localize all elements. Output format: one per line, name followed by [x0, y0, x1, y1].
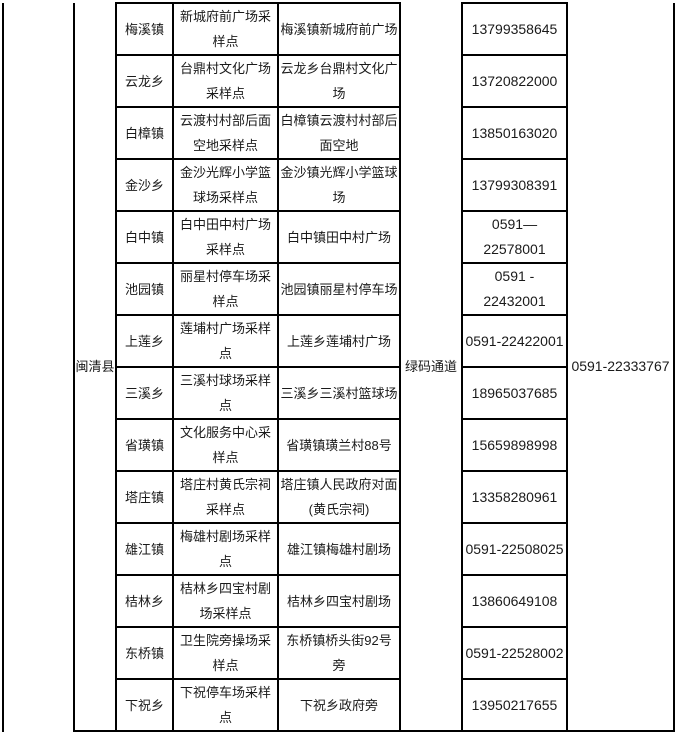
- address-cell: 池园镇丽星村停车场: [277, 262, 401, 316]
- table-row: 雄江镇 梅雄村剧场采样 点 雄江镇梅雄村剧场 0591-22508025: [3, 522, 674, 576]
- township-cell: 梅溪镇: [115, 2, 174, 56]
- site-cell: 丽星村停车场采 样点: [172, 262, 279, 316]
- table-row: 云龙乡 台鼎村文化广场 采样点 云龙乡台鼎村文化广 场 13720822000: [3, 54, 674, 108]
- phone-cell: 0591-22508025: [461, 522, 568, 576]
- site-cell: 文化服务中心采 样点: [172, 418, 279, 472]
- address-cell: 云龙乡台鼎村文化广 场: [277, 54, 401, 108]
- site-cell: 卫生院旁操场采 样点: [172, 626, 279, 680]
- address-cell: 白樟镇云渡村村部后 面空地: [277, 106, 401, 160]
- township-cell: 东桥镇: [115, 626, 174, 680]
- phone-cell: 13860649108: [461, 574, 568, 628]
- phone-cell: 13950217655: [461, 678, 568, 732]
- township-cell: 下祝乡: [115, 678, 174, 732]
- township-cell: 塔庄镇: [115, 470, 174, 524]
- site-cell: 桔林乡四宝村剧 场采样点: [172, 574, 279, 628]
- phone-cell: 0591-22528002: [461, 626, 568, 680]
- site-cell: 塔庄村黄氏宗祠 采样点: [172, 470, 279, 524]
- county-cell: 闽清县: [73, 3, 117, 732]
- site-cell: 台鼎村文化广场 采样点: [172, 54, 279, 108]
- township-cell: 三溪乡: [115, 366, 174, 420]
- phone-cell: 13850163020: [461, 106, 568, 160]
- township-cell: 雄江镇: [115, 522, 174, 576]
- phone-cell: 0591— 22578001: [461, 210, 568, 264]
- table-row: 白樟镇 云渡村村部后面 空地采样点 白樟镇云渡村村部后 面空地 13850163…: [3, 106, 674, 160]
- address-cell: 塔庄镇人民政府对面 (黄氏宗祠): [277, 470, 401, 524]
- township-cell: 桔林乡: [115, 574, 174, 628]
- address-cell: 省璜镇璜兰村88号: [277, 418, 401, 472]
- table-row: 三溪乡 三溪村球场采样 点 三溪乡三溪村篮球场 18965037685: [3, 366, 674, 420]
- address-cell: 东桥镇桥头街92号旁: [277, 626, 401, 680]
- table-row: 桔林乡 桔林乡四宝村剧 场采样点 桔林乡四宝村剧场 13860649108: [3, 574, 674, 628]
- table-row: 下祝乡 下祝停车场采样 点 下祝乡政府旁 13950217655: [3, 678, 674, 732]
- channel-cell: 绿码通道: [399, 3, 463, 732]
- township-cell: 白樟镇: [115, 106, 174, 160]
- township-cell: 金沙乡: [115, 158, 174, 212]
- table-row: 白中镇 白中田中村广场 采样点 白中镇田中村广场 0591— 22578001: [3, 210, 674, 264]
- address-cell: 雄江镇梅雄村剧场: [277, 522, 401, 576]
- site-cell: 新城府前广场采 样点: [172, 2, 279, 56]
- phone-cell: 0591 - 22432001: [461, 262, 568, 316]
- site-cell: 白中田中村广场 采样点: [172, 210, 279, 264]
- table-row: 东桥镇 卫生院旁操场采 样点 东桥镇桥头街92号旁 0591-22528002: [3, 626, 674, 680]
- township-cell: 云龙乡: [115, 54, 174, 108]
- address-cell: 下祝乡政府旁: [277, 678, 401, 732]
- township-cell: 省璜镇: [115, 418, 174, 472]
- site-cell: 云渡村村部后面 空地采样点: [172, 106, 279, 160]
- phone-cell: 0591-22422001: [461, 314, 568, 368]
- county-phone-cell: 0591-22333767: [566, 3, 675, 732]
- phone-cell: 13358280961: [461, 470, 568, 524]
- table-row: 池园镇 丽星村停车场采 样点 池园镇丽星村停车场 0591 - 22432001: [3, 262, 674, 316]
- address-cell: 白中镇田中村广场: [277, 210, 401, 264]
- township-cell: 上莲乡: [115, 314, 174, 368]
- address-cell: 桔林乡四宝村剧场: [277, 574, 401, 628]
- phone-cell: 13799358645: [461, 2, 568, 56]
- address-cell: 金沙镇光辉小学篮球 场: [277, 158, 401, 212]
- site-cell: 梅雄村剧场采样 点: [172, 522, 279, 576]
- address-cell: 三溪乡三溪村篮球场: [277, 366, 401, 420]
- outer-spacer-cell: [2, 3, 75, 732]
- phone-cell: 15659898998: [461, 418, 568, 472]
- address-cell: 梅溪镇新城府前广场: [277, 2, 401, 56]
- address-cell: 上莲乡莲埔村广场: [277, 314, 401, 368]
- site-cell: 莲埔村广场采样 点: [172, 314, 279, 368]
- township-cell: 池园镇: [115, 262, 174, 316]
- table-row: 省璜镇 文化服务中心采 样点 省璜镇璜兰村88号 15659898998: [3, 418, 674, 472]
- table-row: 塔庄镇 塔庄村黄氏宗祠 采样点 塔庄镇人民政府对面 (黄氏宗祠) 1335828…: [3, 470, 674, 524]
- phone-cell: 18965037685: [461, 366, 568, 420]
- phone-cell: 13799308391: [461, 158, 568, 212]
- table-row: 金沙乡 金沙光辉小学篮 球场采样点 金沙镇光辉小学篮球 场 1379930839…: [3, 158, 674, 212]
- table-row: 上莲乡 莲埔村广场采样 点 上莲乡莲埔村广场 0591-22422001: [3, 314, 674, 368]
- site-cell: 下祝停车场采样 点: [172, 678, 279, 732]
- phone-cell: 13720822000: [461, 54, 568, 108]
- township-cell: 白中镇: [115, 210, 174, 264]
- site-cell: 金沙光辉小学篮 球场采样点: [172, 158, 279, 212]
- site-cell: 三溪村球场采样 点: [172, 366, 279, 420]
